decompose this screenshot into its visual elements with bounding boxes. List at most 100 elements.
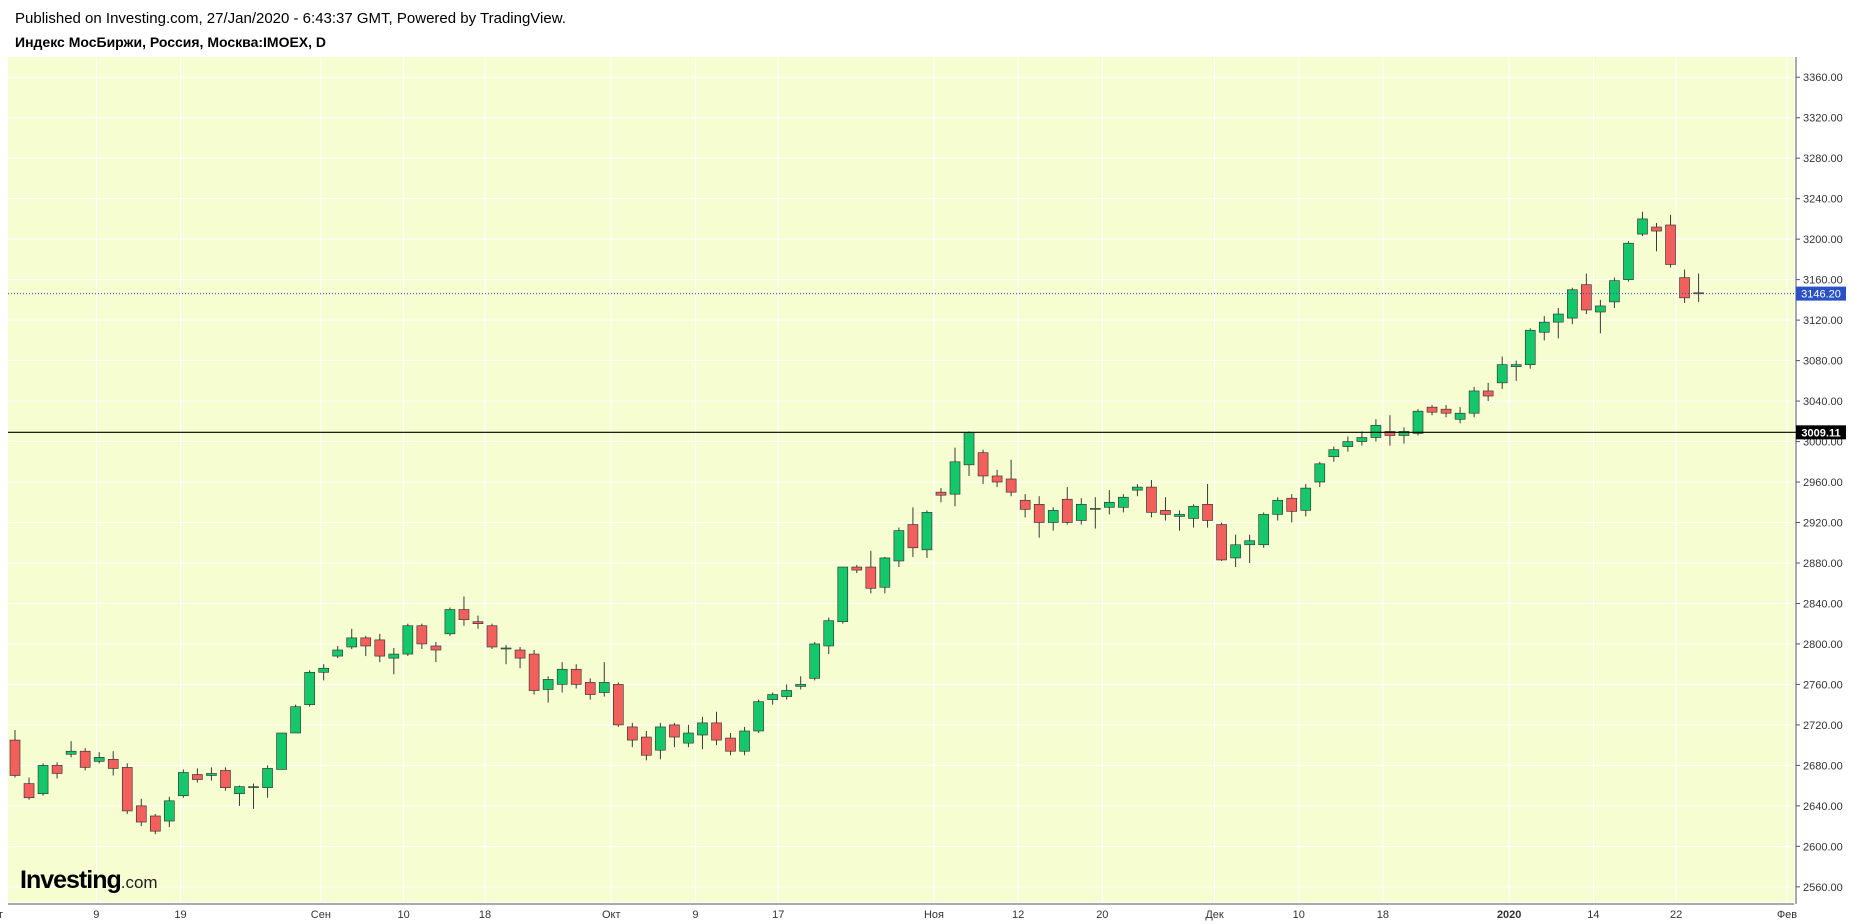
- candle: [1623, 241, 1634, 282]
- candle: [318, 664, 329, 681]
- candle-body: [304, 671, 315, 705]
- candle-body: [486, 625, 498, 648]
- candle-body: [907, 524, 919, 549]
- candle: [1075, 498, 1087, 525]
- candles: [9, 211, 1704, 835]
- candle-body: [711, 722, 722, 741]
- candle: [1286, 494, 1298, 523]
- candle: [93, 752, 105, 764]
- y-tick-label: 2720.00: [1803, 720, 1843, 732]
- candle: [135, 798, 147, 827]
- candle-body: [739, 730, 750, 752]
- candle: [1609, 277, 1620, 308]
- candle-body: [332, 649, 343, 657]
- candle: [23, 777, 35, 800]
- candle-body: [346, 637, 358, 648]
- plot-area: [8, 57, 1794, 902]
- candle: [1300, 484, 1312, 517]
- candle: [598, 662, 610, 697]
- candle: [164, 796, 175, 828]
- candle-body: [528, 653, 540, 691]
- candle-body: [1202, 503, 1213, 521]
- candle: [1679, 269, 1690, 303]
- candle: [1398, 427, 1410, 444]
- candle: [991, 469, 1003, 488]
- x-tick-label: 10: [398, 909, 410, 921]
- candle-body: [1342, 441, 1354, 447]
- candle: [1104, 490, 1115, 515]
- candle: [641, 730, 652, 761]
- candle: [1188, 504, 1199, 528]
- candle: [444, 607, 456, 636]
- candle-body: [1258, 514, 1269, 546]
- candle-body: [1496, 364, 1508, 384]
- candle: [486, 623, 498, 650]
- candle-body: [135, 805, 147, 823]
- candle: [1090, 497, 1101, 529]
- x-tick-label: Окт: [602, 909, 621, 921]
- candle-body: [1609, 280, 1620, 303]
- candle-body: [1104, 501, 1115, 508]
- candle-body: [444, 609, 456, 635]
- y-tick-label: 3280.00: [1803, 153, 1843, 165]
- candle-body: [1174, 514, 1185, 517]
- candle: [809, 641, 821, 681]
- candle-body: [1090, 508, 1101, 510]
- candle: [977, 449, 989, 485]
- candle: [851, 565, 863, 574]
- candle: [1033, 496, 1045, 538]
- candle-body: [865, 566, 877, 589]
- candle-body: [1524, 329, 1536, 365]
- candle: [1496, 356, 1508, 389]
- candle: [655, 722, 666, 760]
- candle: [1216, 522, 1227, 561]
- candle: [1553, 307, 1564, 339]
- candle: [1019, 494, 1031, 518]
- y-tick-label: 2560.00: [1803, 882, 1843, 894]
- candle-body: [1356, 437, 1368, 442]
- y-tick-label: 2800.00: [1803, 639, 1843, 651]
- candle-body: [23, 783, 35, 799]
- candle: [725, 733, 736, 756]
- level-tag: [1796, 425, 1846, 440]
- candle-body: [1567, 289, 1578, 319]
- candle-body: [612, 684, 624, 726]
- candle-body: [1075, 503, 1087, 521]
- candle: [1384, 415, 1396, 446]
- x-tick-label: Дек: [1205, 909, 1224, 921]
- candle-body: [1005, 478, 1017, 493]
- candle: [1482, 382, 1494, 402]
- candle-body: [669, 724, 680, 738]
- candle: [823, 617, 835, 655]
- candle: [1314, 461, 1326, 488]
- candle: [150, 813, 161, 835]
- candle-body: [584, 682, 596, 695]
- grid-lines: [8, 57, 1794, 902]
- candle: [556, 662, 568, 693]
- candle: [1230, 534, 1241, 568]
- level-label: 3009.11: [1801, 427, 1840, 439]
- candle: [1454, 407, 1466, 424]
- candle-body: [388, 653, 400, 659]
- instrument-title: Индекс МосБиржи, Россия, Москва:IMOEX, D: [15, 34, 327, 50]
- candle: [1538, 316, 1550, 341]
- candle-body: [514, 649, 526, 659]
- candle-body: [430, 645, 442, 651]
- candle-body: [164, 800, 175, 822]
- candle-body: [1693, 292, 1704, 295]
- candle-body: [1033, 503, 1045, 523]
- candle: [430, 641, 442, 663]
- candle-body: [290, 706, 301, 734]
- candle: [921, 510, 933, 558]
- candle: [584, 678, 596, 700]
- candle: [1637, 211, 1648, 237]
- candle: [739, 726, 750, 756]
- candle-body: [79, 750, 91, 768]
- y-tick-label: 2640.00: [1803, 801, 1843, 813]
- candle: [1146, 480, 1157, 518]
- logo-suffix: .com: [120, 873, 158, 892]
- candle: [9, 729, 21, 778]
- candle-body: [1623, 242, 1634, 280]
- candle-body: [570, 668, 582, 685]
